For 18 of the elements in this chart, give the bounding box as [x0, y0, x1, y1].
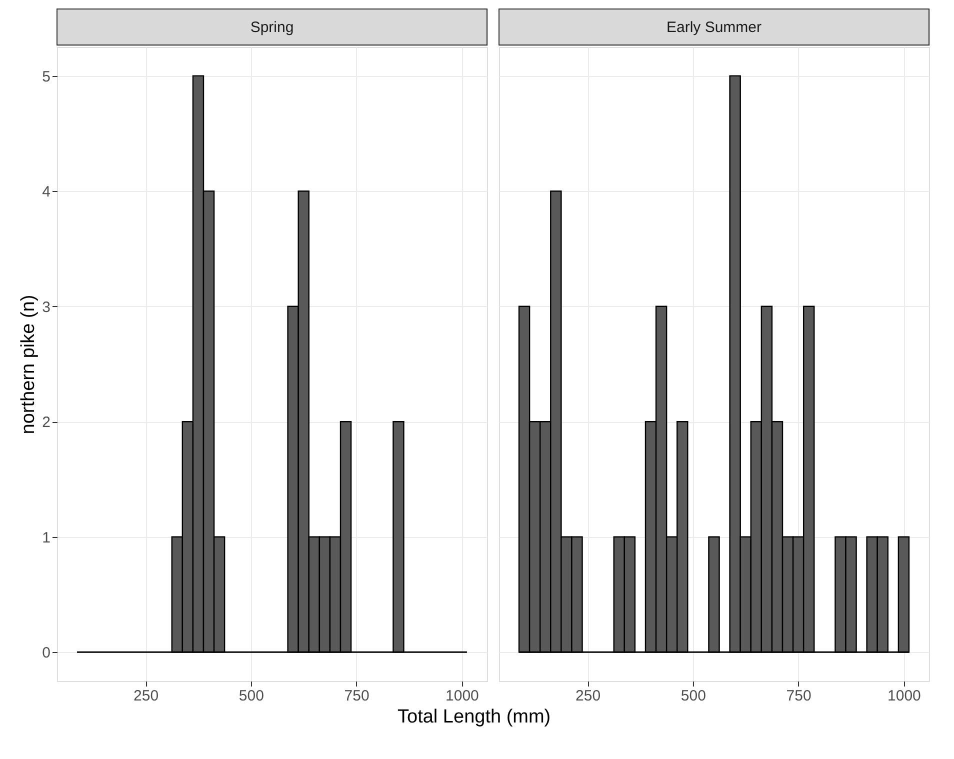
y-tick-label: 4 [42, 184, 50, 201]
x-tick-label: 750 [786, 688, 812, 704]
y-tick-label: 5 [42, 68, 50, 86]
y-tick-label: 3 [42, 298, 50, 316]
x-tick-label: 250 [576, 688, 601, 704]
x-tick-label: 750 [344, 688, 370, 704]
x-tick-label: 1000 [888, 688, 921, 704]
x-tick-label: 1000 [446, 688, 479, 704]
y-axis-title: northern pike (n) [18, 294, 40, 434]
y-tick-label: 2 [42, 414, 50, 432]
x-tick-label: 500 [680, 688, 706, 704]
x-tick-label: 500 [238, 688, 264, 704]
chart-title: Spring [250, 19, 294, 36]
chart-title: Early Summer [666, 19, 762, 36]
y-tick-label: 0 [42, 644, 50, 662]
y-tick-label: 1 [42, 529, 50, 546]
x-tick-label: 250 [134, 688, 159, 704]
x-axis-title: Total Length (mm) [398, 706, 551, 728]
